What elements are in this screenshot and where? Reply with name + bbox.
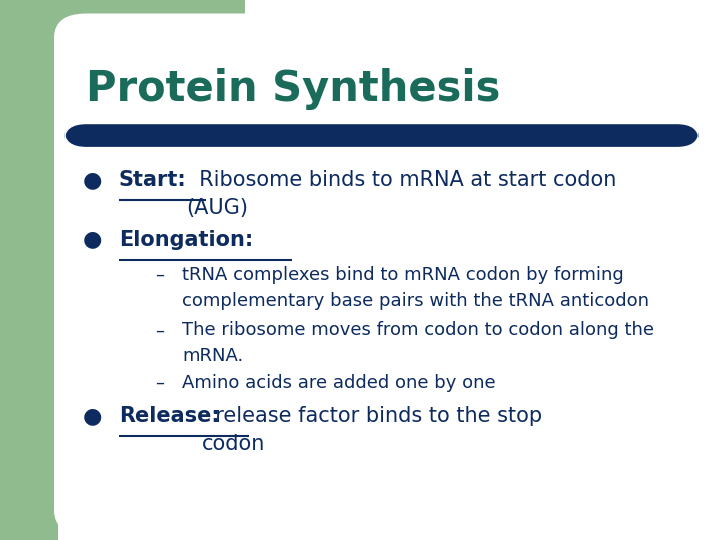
Text: codon: codon	[202, 434, 265, 454]
Text: –: –	[155, 374, 164, 391]
Text: release factor binds to the stop: release factor binds to the stop	[202, 406, 541, 426]
Text: Ribosome binds to mRNA at start codon: Ribosome binds to mRNA at start codon	[186, 170, 616, 190]
Text: The ribosome moves from codon to codon along the: The ribosome moves from codon to codon a…	[182, 321, 654, 339]
Text: –: –	[155, 266, 164, 284]
Text: ●: ●	[83, 170, 102, 190]
Text: –: –	[155, 321, 164, 339]
Text: complementary base pairs with the tRNA anticodon: complementary base pairs with the tRNA a…	[182, 292, 649, 309]
FancyBboxPatch shape	[0, 0, 58, 540]
Text: tRNA complexes bind to mRNA codon by forming: tRNA complexes bind to mRNA codon by for…	[182, 266, 624, 284]
FancyBboxPatch shape	[54, 14, 713, 535]
Text: ●: ●	[83, 230, 102, 249]
Text: Elongation:: Elongation:	[119, 230, 253, 249]
FancyBboxPatch shape	[50, 0, 245, 108]
Text: ●: ●	[83, 406, 102, 426]
Text: Protein Synthesis: Protein Synthesis	[86, 68, 501, 110]
Text: Start:: Start:	[119, 170, 186, 190]
Text: (AUG): (AUG)	[186, 198, 248, 218]
Text: mRNA.: mRNA.	[182, 347, 243, 365]
FancyBboxPatch shape	[65, 124, 698, 147]
Text: Amino acids are added one by one: Amino acids are added one by one	[182, 374, 496, 391]
Text: Release:: Release:	[119, 406, 220, 426]
